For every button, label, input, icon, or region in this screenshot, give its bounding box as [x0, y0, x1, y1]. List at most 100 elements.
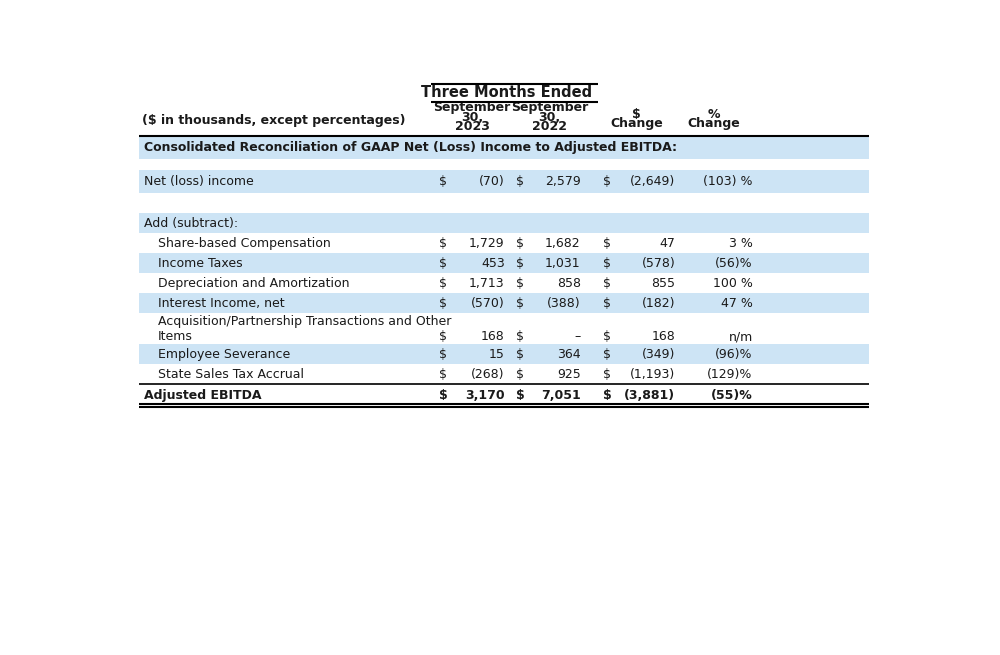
- Text: 855: 855: [651, 277, 675, 290]
- Text: Income Taxes: Income Taxes: [158, 257, 242, 270]
- Bar: [139, 253, 869, 273]
- Text: 925: 925: [557, 367, 581, 381]
- Text: Adjusted EBITDA: Adjusted EBITDA: [144, 389, 261, 402]
- Bar: [139, 136, 869, 159]
- Bar: [139, 364, 869, 384]
- Text: $: $: [516, 389, 525, 402]
- Text: (268): (268): [471, 367, 505, 381]
- Text: 3,170: 3,170: [465, 389, 505, 402]
- Bar: [139, 273, 869, 293]
- Bar: [139, 193, 869, 214]
- Text: $: $: [439, 348, 447, 361]
- Text: 168: 168: [481, 330, 505, 343]
- Text: (3,881): (3,881): [624, 389, 675, 402]
- Bar: [139, 214, 869, 233]
- Text: Items: Items: [158, 330, 192, 343]
- Bar: [139, 170, 869, 193]
- Text: $: $: [603, 367, 611, 381]
- Text: Employee Severance: Employee Severance: [158, 348, 290, 361]
- Text: Share-based Compensation: Share-based Compensation: [158, 237, 330, 250]
- Text: $: $: [603, 297, 611, 310]
- Text: $: $: [439, 330, 447, 343]
- Text: (2,649): (2,649): [630, 176, 675, 188]
- Text: 30,: 30,: [461, 111, 483, 124]
- Text: Interest Income, net: Interest Income, net: [158, 297, 284, 310]
- Text: 2023: 2023: [455, 120, 490, 133]
- Bar: [139, 233, 869, 253]
- Text: Net (loss) income: Net (loss) income: [144, 176, 253, 188]
- Text: $: $: [516, 297, 524, 310]
- Text: Consolidated Reconciliation of GAAP Net (Loss) Income to Adjusted EBITDA:: Consolidated Reconciliation of GAAP Net …: [144, 141, 677, 155]
- Text: $: $: [603, 237, 611, 250]
- Bar: [139, 293, 869, 314]
- Text: 100 %: 100 %: [713, 277, 753, 290]
- Bar: [139, 159, 869, 170]
- Text: $: $: [603, 348, 611, 361]
- Text: Change: Change: [610, 117, 663, 130]
- Text: 47 %: 47 %: [721, 297, 753, 310]
- Bar: [139, 314, 869, 345]
- Text: 1,729: 1,729: [469, 237, 505, 250]
- Text: ($ in thousands, except percentages): ($ in thousands, except percentages): [142, 114, 406, 126]
- Text: 364: 364: [557, 348, 581, 361]
- Text: (570): (570): [471, 297, 505, 310]
- Text: $: $: [439, 389, 448, 402]
- Text: Three Months Ended: Three Months Ended: [421, 85, 592, 100]
- Text: (96)%: (96)%: [715, 348, 753, 361]
- Text: September: September: [511, 102, 588, 115]
- Text: 1,682: 1,682: [545, 237, 581, 250]
- Text: $: $: [439, 277, 447, 290]
- Text: (103) %: (103) %: [703, 176, 753, 188]
- Text: (349): (349): [642, 348, 675, 361]
- Text: 2,579: 2,579: [545, 176, 581, 188]
- Text: $: $: [516, 348, 524, 361]
- Text: $: $: [439, 176, 447, 188]
- Text: 453: 453: [481, 257, 505, 270]
- Text: 1,713: 1,713: [469, 277, 505, 290]
- Text: 858: 858: [557, 277, 581, 290]
- Text: Change: Change: [688, 117, 740, 130]
- Text: $: $: [516, 277, 524, 290]
- Text: $: $: [603, 330, 611, 343]
- Text: (56)%: (56)%: [715, 257, 753, 270]
- Text: –: –: [574, 330, 581, 343]
- Text: 7,051: 7,051: [541, 389, 581, 402]
- Text: $: $: [439, 367, 447, 381]
- Text: $: $: [603, 389, 612, 402]
- Text: $: $: [516, 176, 524, 188]
- Text: Add (subtract):: Add (subtract):: [144, 217, 238, 230]
- Text: September: September: [434, 102, 511, 115]
- Text: (129)%: (129)%: [707, 367, 753, 381]
- Text: $: $: [603, 277, 611, 290]
- Text: $: $: [439, 257, 447, 270]
- Text: $: $: [516, 330, 524, 343]
- Text: (1,193): (1,193): [630, 367, 675, 381]
- Text: $: $: [439, 237, 447, 250]
- Bar: [139, 345, 869, 364]
- Text: $: $: [516, 237, 524, 250]
- Text: 15: 15: [489, 348, 505, 361]
- Text: $: $: [603, 176, 611, 188]
- Text: Depreciation and Amortization: Depreciation and Amortization: [158, 277, 349, 290]
- Text: (578): (578): [642, 257, 675, 270]
- Text: Acquisition/Partnership Transactions and Other: Acquisition/Partnership Transactions and…: [158, 314, 451, 328]
- Text: State Sales Tax Accrual: State Sales Tax Accrual: [158, 367, 304, 381]
- Text: (388): (388): [547, 297, 581, 310]
- Text: 168: 168: [652, 330, 675, 343]
- Text: 2022: 2022: [532, 120, 567, 133]
- Text: 47: 47: [659, 237, 675, 250]
- Text: (70): (70): [479, 176, 505, 188]
- Text: $: $: [632, 107, 641, 121]
- Text: 3 %: 3 %: [729, 237, 753, 250]
- Text: (55)%: (55)%: [711, 389, 753, 402]
- Bar: [139, 384, 869, 407]
- Text: $: $: [516, 257, 524, 270]
- Text: n/m: n/m: [728, 330, 753, 343]
- Text: %: %: [708, 107, 720, 121]
- Text: 1,031: 1,031: [545, 257, 581, 270]
- Text: (182): (182): [642, 297, 675, 310]
- Text: $: $: [439, 297, 447, 310]
- Text: 30,: 30,: [539, 111, 561, 124]
- Text: $: $: [603, 257, 611, 270]
- Text: $: $: [516, 367, 524, 381]
